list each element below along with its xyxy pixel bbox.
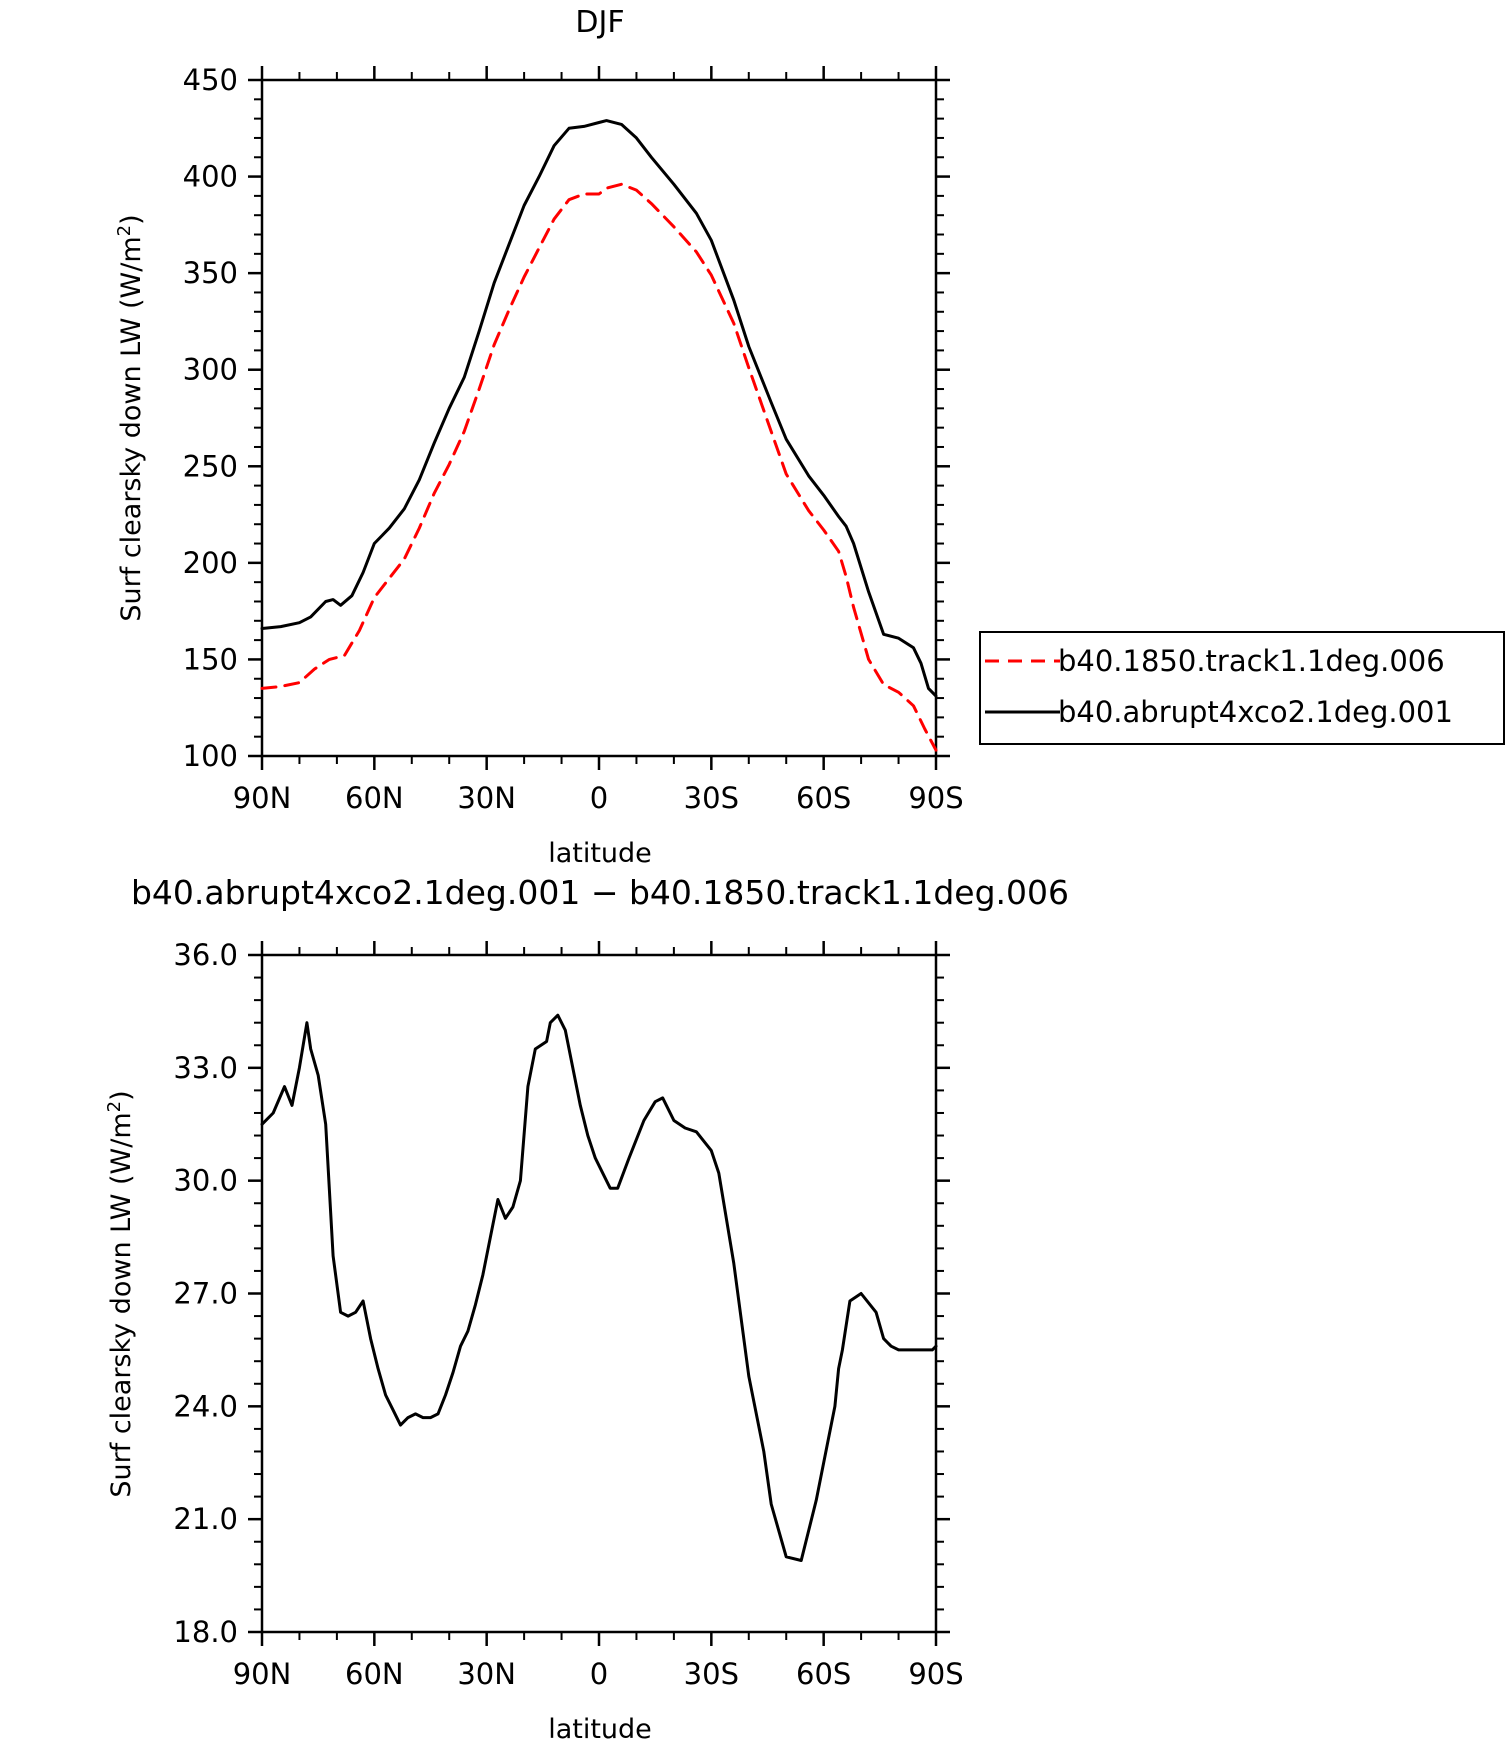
y-tick-label: 33.0 bbox=[173, 1051, 238, 1085]
y-tick-label: 400 bbox=[183, 160, 238, 194]
top-series-lines bbox=[260, 119, 938, 752]
series-line-b40.abrupt4xco2.1deg.001 bbox=[260, 119, 938, 698]
top-plot-frame bbox=[260, 78, 938, 758]
legend: b40.1850.track1.1deg.006 b40.abrupt4xco2… bbox=[979, 631, 1505, 745]
bottom-y-tick-labels: 18.0 21.0 24.0 27.0 30.0 33.0 36.0 bbox=[173, 938, 238, 1649]
y-tick-label: 250 bbox=[183, 449, 238, 483]
x-tick-label: 0 bbox=[590, 781, 608, 815]
bottom-x-tick-labels: 90N 60N 30N 0 30S 60S 90S bbox=[233, 1657, 964, 1691]
y-tick-label: 200 bbox=[183, 546, 238, 580]
y-tick-label: 450 bbox=[183, 63, 238, 97]
x-tick-label: 60N bbox=[345, 781, 404, 815]
legend-label-control: b40.1850.track1.1deg.006 bbox=[1058, 644, 1445, 678]
bottom-ticks bbox=[248, 941, 950, 1646]
x-tick-label: 30S bbox=[684, 781, 739, 815]
top-panel: DJF 90N 60N 30N 0 30S 60S 90S 100 150 200 250 300 3… bbox=[114, 5, 1505, 869]
x-tick-label: 30N bbox=[457, 781, 516, 815]
top-y-axis-label-sup: 2 bbox=[114, 225, 135, 236]
x-tick-label: 90S bbox=[908, 781, 963, 815]
series-line-difference bbox=[260, 1013, 938, 1562]
y-tick-label: 150 bbox=[183, 642, 238, 676]
bottom-y-axis-label-main: Surf clearsky down LW (W/m bbox=[106, 1112, 137, 1497]
y-tick-label: 300 bbox=[183, 353, 238, 387]
y-tick-label: 24.0 bbox=[173, 1389, 238, 1423]
bottom-plot-frame bbox=[260, 953, 938, 1634]
top-y-axis-label: Surf clearsky down LW (W/m2) bbox=[114, 214, 147, 621]
y-tick-label: 18.0 bbox=[173, 1615, 238, 1649]
x-tick-label: 60S bbox=[796, 781, 851, 815]
top-y-tick-labels: 100 150 200 250 300 350 400 450 bbox=[183, 63, 238, 773]
top-y-axis-label-main: Surf clearsky down LW (W/m bbox=[116, 236, 147, 621]
top-x-axis-label: latitude bbox=[548, 838, 652, 869]
y-tick-label: 21.0 bbox=[173, 1502, 238, 1536]
legend-box bbox=[979, 631, 1505, 745]
x-tick-label: 90S bbox=[908, 1657, 963, 1691]
top-y-axis-label-close: ) bbox=[116, 214, 147, 225]
top-panel-title: DJF bbox=[575, 5, 624, 40]
x-tick-label: 90N bbox=[233, 1657, 292, 1691]
bottom-panel-title: b40.abrupt4xco2.1deg.001 − b40.1850.trac… bbox=[131, 873, 1069, 912]
bottom-y-axis-label-close: ) bbox=[106, 1090, 137, 1101]
legend-label-abrupt4xco2: b40.abrupt4xco2.1deg.001 bbox=[1058, 695, 1453, 729]
y-tick-label: 27.0 bbox=[173, 1277, 238, 1311]
x-tick-label: 60N bbox=[345, 1657, 404, 1691]
x-tick-label: 60S bbox=[796, 1657, 851, 1691]
series-line-b40.1850.track1.1deg.006 bbox=[260, 182, 938, 752]
y-tick-label: 30.0 bbox=[173, 1164, 238, 1198]
top-ticks bbox=[248, 66, 950, 770]
top-x-tick-labels: 90N 60N 30N 0 30S 60S 90S bbox=[233, 781, 964, 815]
x-tick-label: 30S bbox=[684, 1657, 739, 1691]
bottom-panel: b40.abrupt4xco2.1deg.001 − b40.1850.trac… bbox=[104, 873, 1069, 1743]
bottom-series-lines bbox=[260, 1013, 938, 1562]
bottom-y-axis-label-sup: 2 bbox=[104, 1101, 125, 1112]
y-tick-label: 100 bbox=[183, 739, 238, 773]
y-tick-label: 350 bbox=[183, 256, 238, 290]
bottom-x-axis-label: latitude bbox=[548, 1714, 652, 1743]
x-tick-label: 90N bbox=[233, 781, 292, 815]
bottom-y-axis-label: Surf clearsky down LW (W/m2) bbox=[104, 1090, 137, 1497]
x-tick-label: 0 bbox=[590, 1657, 608, 1691]
x-tick-label: 30N bbox=[457, 1657, 516, 1691]
y-tick-label: 36.0 bbox=[173, 938, 238, 972]
